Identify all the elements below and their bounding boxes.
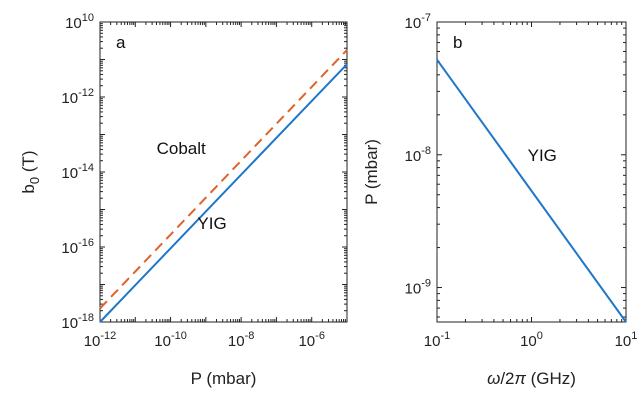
y-tick-label: 10-18 <box>61 312 94 332</box>
series-line-cobalt <box>99 49 348 310</box>
y-axis-label: b0 (T) <box>19 150 42 193</box>
y-tick-label: 10-14 <box>61 162 94 182</box>
y-axis-label: P (mbar) <box>362 139 381 205</box>
annotation-yig: YIG <box>528 146 557 165</box>
panel-letter: a <box>116 33 126 52</box>
annotation-yig: YIG <box>197 214 226 233</box>
plot-frame <box>99 21 348 323</box>
y-tick-label: 10-9 <box>405 278 431 298</box>
panel-b: 10-1 100 101 10-9 10-8 10-7 YIG b ω/2π (GHz) P (m… <box>362 12 637 388</box>
y-tick-label: 10-12 <box>61 87 94 107</box>
series-line-yig <box>436 59 627 323</box>
panel-a: 10-12 10-10 10-8 10-6 10-18 10-16 10-14 10-12 10… <box>19 12 348 388</box>
x-axis-label: ω/2π (GHz) <box>487 369 576 388</box>
y-tick-label: 10-8 <box>405 145 431 165</box>
x-tick-label: 10-8 <box>228 330 254 350</box>
panel-letter: b <box>453 33 462 52</box>
annotation-cobalt: Cobalt <box>157 139 206 158</box>
x-tick-label: 10-12 <box>84 330 117 350</box>
x-axis-label: P (mbar) <box>191 369 257 388</box>
plot-frame <box>436 21 627 323</box>
x-tick-label: 10-10 <box>154 330 187 350</box>
series-line-yig <box>99 63 348 323</box>
y-tick-label: 10-7 <box>405 12 431 32</box>
x-tick-label: 101 <box>615 330 638 350</box>
x-tick-label: 10-6 <box>298 330 324 350</box>
y-tick-label: 10-16 <box>61 237 94 257</box>
x-tick-label: 10-1 <box>424 330 450 350</box>
y-tick-label: 1010 <box>65 12 94 32</box>
x-tick-label: 100 <box>520 330 543 350</box>
